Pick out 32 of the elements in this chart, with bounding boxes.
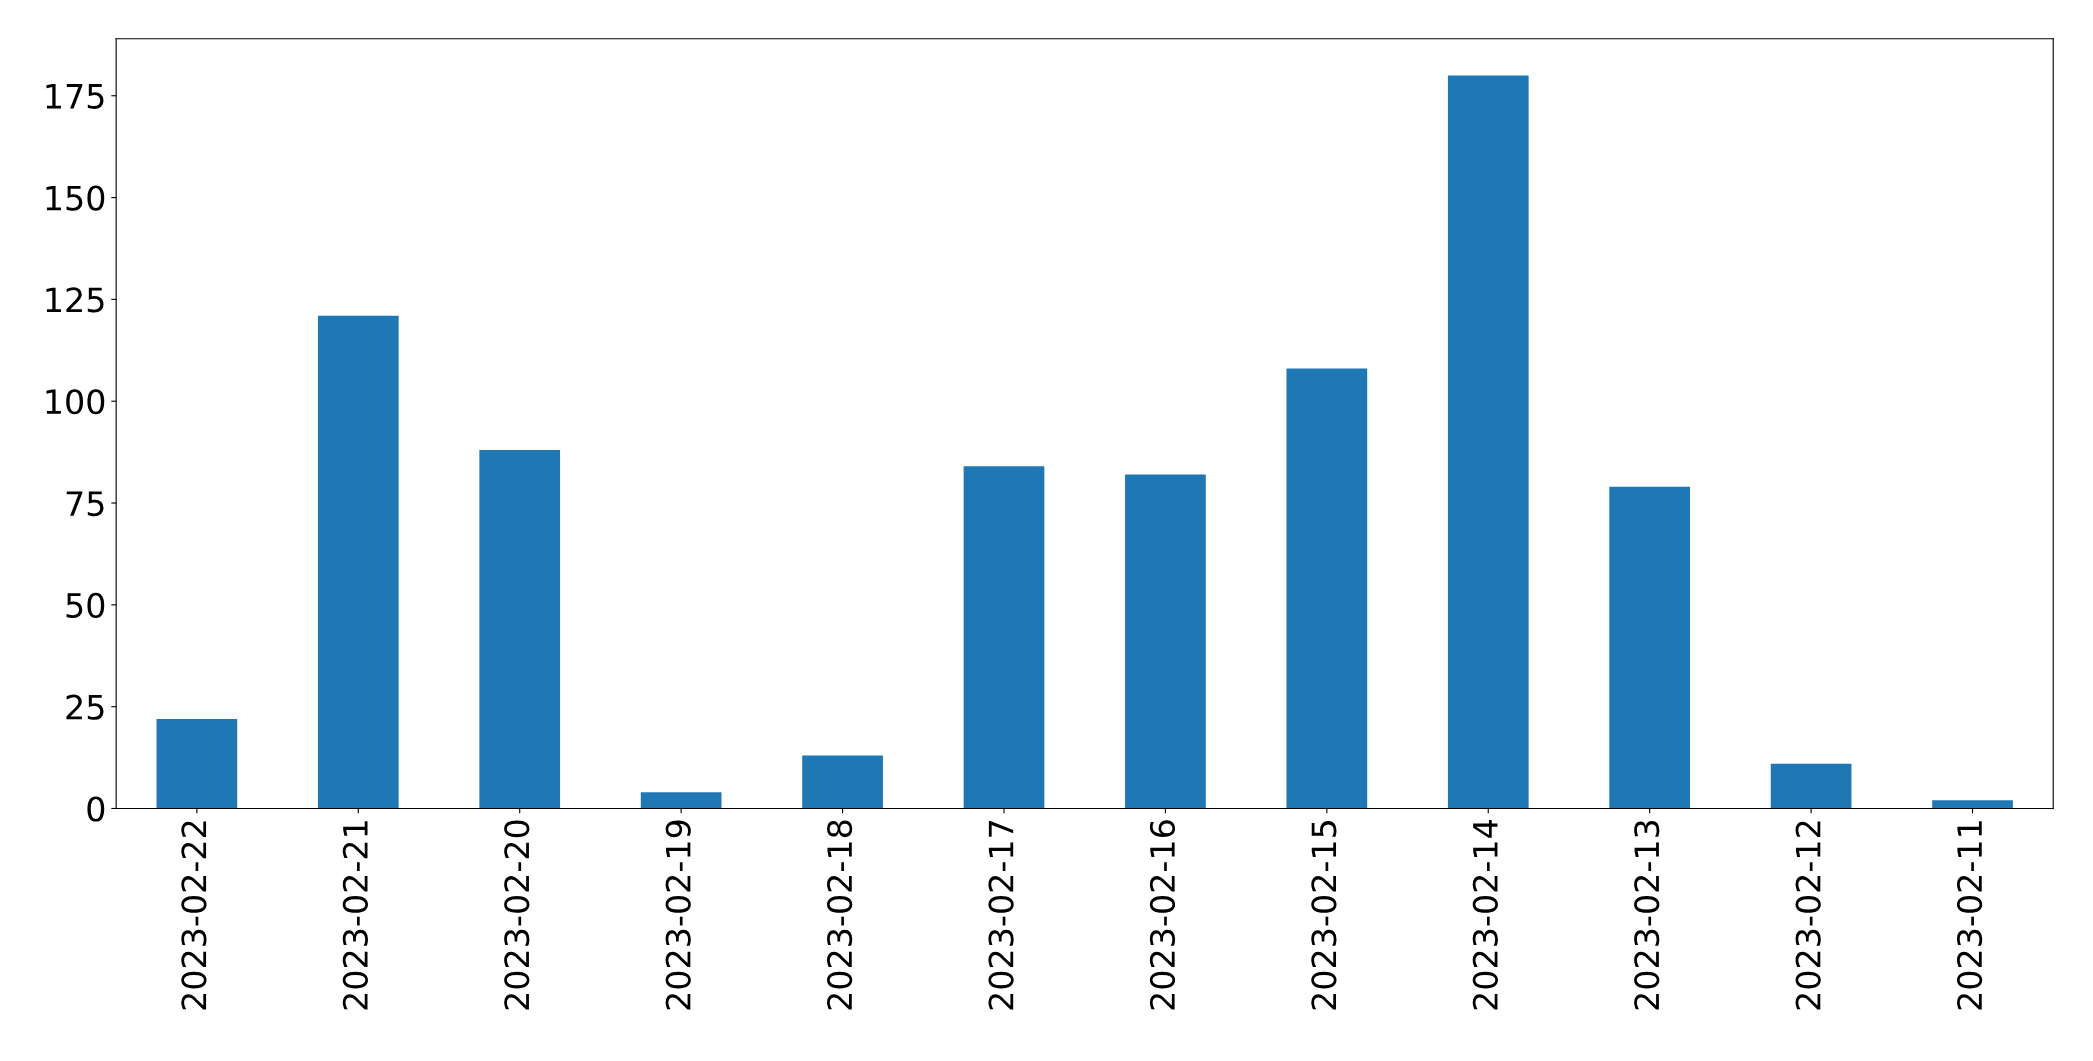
x-tick-label: 2023-02-15	[1311, 821, 1337, 1010]
x-tick-label: 2023-02-17	[988, 821, 1014, 1010]
bar	[963, 466, 1045, 809]
x-tick-label: 2023-02-16	[1149, 820, 1176, 1010]
y-tick-label: 75	[66, 491, 104, 517]
y-tick-label: 150	[46, 185, 105, 211]
bar	[1286, 368, 1368, 809]
bar	[640, 792, 722, 809]
bar	[1447, 75, 1529, 809]
x-tick-label: 2023-02-12	[1795, 821, 1821, 1010]
x-tick-label: 2023-02-14	[1472, 820, 1498, 1010]
bar	[1609, 486, 1691, 809]
x-tick-label: 2023-02-11	[1956, 821, 1983, 1010]
bar	[1125, 474, 1206, 809]
bar	[479, 450, 561, 809]
x-tick-label: 2023-02-19	[665, 820, 691, 1010]
bar	[1932, 800, 2013, 809]
x-tick-label: 2023-02-21	[342, 821, 368, 1010]
bar	[317, 315, 399, 809]
y-tick-label: 125	[46, 287, 104, 313]
x-tick-label: 2023-02-18	[827, 820, 853, 1010]
y-tick-label: 25	[66, 694, 104, 720]
bar	[1770, 763, 1852, 809]
y-tick-label: 0	[87, 796, 105, 822]
y-tick-label: 100	[46, 389, 105, 415]
y-tick-label: 175	[46, 84, 104, 109]
bar	[156, 718, 238, 809]
bar	[802, 755, 883, 809]
x-tick-label: 2023-02-22	[181, 821, 207, 1010]
y-tick-label: 50	[66, 592, 105, 618]
x-tick-label: 2023-02-20	[504, 820, 530, 1010]
x-tick-label: 2023-02-13	[1634, 820, 1660, 1010]
